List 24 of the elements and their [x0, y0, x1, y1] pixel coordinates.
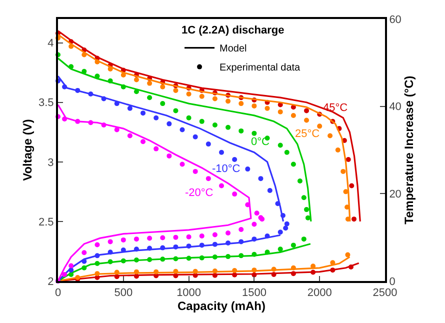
- y-axis-title: Voltage (V): [20, 119, 34, 181]
- y2-axis-title: Temperature Increase (°C): [402, 76, 416, 224]
- x-tick-label: 500: [114, 287, 133, 300]
- y-tick-label: 3: [48, 156, 54, 169]
- x-tick-label: 1500: [242, 287, 266, 300]
- legend-label: Model: [220, 44, 247, 55]
- y2-tick-label: 0: [389, 276, 396, 288]
- annotation: 25°C: [295, 128, 320, 140]
- y2-tick-label: 60: [389, 14, 402, 26]
- x-tick-label: 0: [54, 287, 62, 300]
- y2-tick-label: 20: [389, 188, 402, 201]
- x-axis-title: Capacity (mAh): [177, 299, 266, 314]
- annotation: -20°C: [185, 187, 214, 199]
- y-tick-label: 2.5: [38, 216, 54, 228]
- x-tick-label: 2500: [372, 287, 398, 300]
- y-tick-label: 3.5: [38, 97, 54, 110]
- annotation: -10°C: [212, 163, 240, 175]
- legend-title: 1C (2.2A) discharge: [182, 24, 284, 36]
- x-tick-label: 2000: [307, 287, 332, 300]
- y2-tick-label: 40: [389, 101, 402, 114]
- x-tick-label: 1000: [176, 287, 202, 300]
- legend-label: Experimental data: [220, 62, 301, 74]
- y-tick-label: 2: [48, 276, 54, 288]
- y-tick-label: 4: [48, 38, 54, 50]
